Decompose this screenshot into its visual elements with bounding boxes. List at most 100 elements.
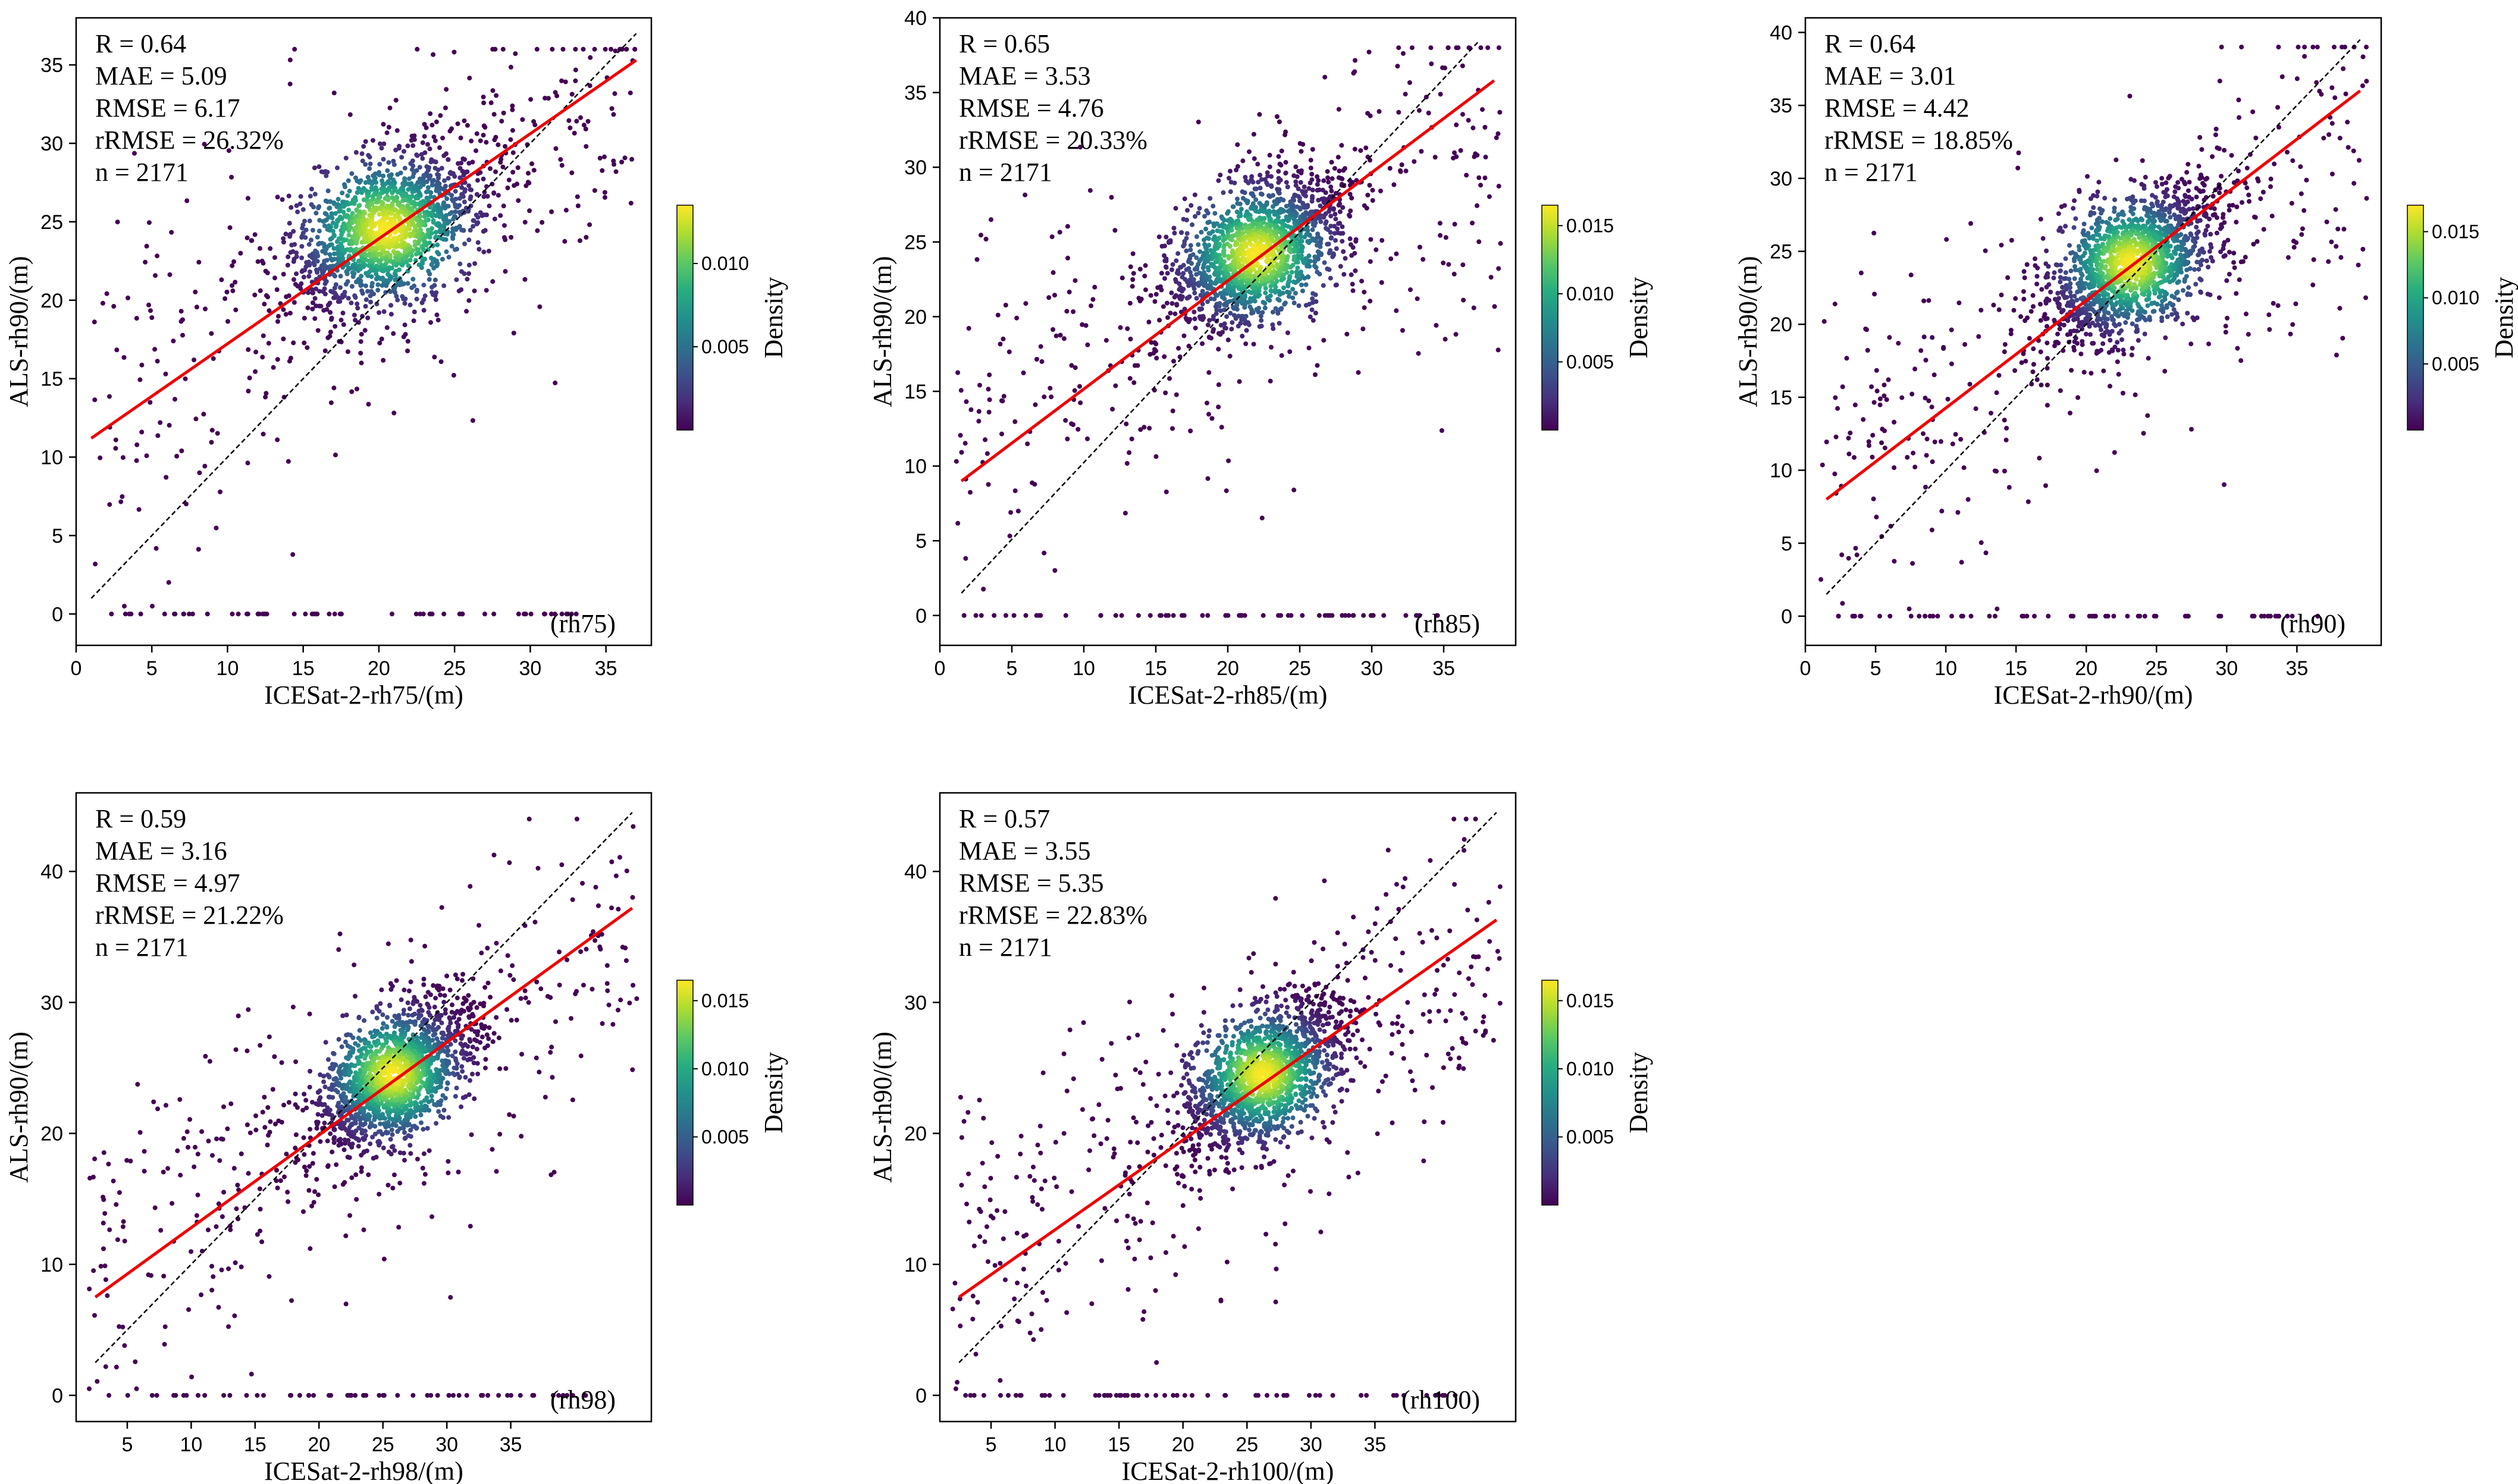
scatter-point [340, 310, 346, 316]
y-tick-label: 20 [904, 306, 927, 328]
scatter-point [211, 356, 216, 361]
scatter-point [1169, 301, 1175, 306]
scatter-point [1478, 45, 1484, 51]
scatter-point [1211, 255, 1216, 260]
scatter-point [472, 261, 478, 266]
scatter-point [407, 302, 413, 308]
scatter-point [1325, 613, 1331, 618]
scatter-point [1352, 146, 1357, 152]
scatter-point [303, 611, 308, 617]
scatter-point [271, 365, 276, 370]
scatter-point [1296, 303, 1302, 308]
scatter-point [163, 371, 168, 377]
scatter-point [451, 49, 457, 55]
scatter-point [402, 182, 407, 187]
scatter-point [2141, 186, 2147, 191]
scatter-point [487, 203, 492, 209]
scatter-point [1238, 245, 1243, 250]
scatter-point [444, 151, 449, 156]
scatter-point [1118, 325, 1123, 330]
scatter-point [1295, 219, 1300, 224]
scatter-point [1478, 183, 1483, 188]
scatter-point [349, 284, 355, 289]
scatter-point [562, 239, 567, 244]
scatter-point [466, 237, 472, 243]
scatter-point [1238, 206, 1244, 212]
scatter-point [1222, 302, 1227, 308]
scatter-point [2002, 349, 2007, 354]
scatter-point [1337, 201, 1343, 206]
scatter-point [405, 338, 410, 344]
x-tick-label: 30 [519, 657, 542, 680]
scatter-point [1257, 200, 1262, 206]
scatter-point [535, 228, 540, 233]
scatter-point [1300, 288, 1305, 294]
scatter-point [194, 305, 199, 310]
scatter-point [2153, 180, 2158, 185]
scatter-point [611, 112, 616, 117]
scatter-point [2116, 322, 2122, 327]
scatter-point [1201, 269, 1206, 275]
scatter-point [290, 249, 296, 254]
scatter-point [356, 320, 361, 325]
scatter-point [1240, 334, 1245, 339]
scatter-point [401, 243, 406, 248]
scatter-point [355, 387, 359, 391]
scatter-point [1495, 131, 1501, 136]
scatter-point [457, 175, 463, 180]
scatter-point [362, 211, 368, 216]
scatter-point [275, 357, 280, 362]
scatter-point [363, 180, 368, 185]
scatter-point [1226, 458, 1231, 463]
scatter-point [987, 372, 992, 378]
scatter-point [374, 231, 380, 237]
scatter-point [365, 315, 371, 321]
scatter-point [1353, 239, 1359, 244]
scatter-point [1208, 231, 1213, 236]
scatter-point [268, 246, 273, 251]
scatter-point [98, 455, 103, 460]
scatter-point [307, 253, 312, 258]
scatter-point [358, 350, 363, 356]
scatter-point [1470, 221, 1475, 225]
scatter-point [400, 262, 405, 268]
scatter-point [1189, 203, 1194, 208]
scatter-point [1313, 238, 1319, 243]
scatter-point [481, 133, 486, 138]
scatter-point [1156, 234, 1162, 240]
scatter-point [432, 138, 438, 143]
scatter-point [369, 202, 374, 207]
scatter-point [444, 203, 450, 209]
scatter-point [462, 199, 467, 205]
scatter-point [612, 91, 617, 96]
scatter-point [1285, 330, 1290, 335]
scatter-point [374, 277, 379, 282]
scatter-point [1271, 326, 1276, 331]
scatter-point [986, 409, 992, 415]
scatter-point [306, 241, 312, 247]
scatter-point [353, 150, 359, 155]
scatter-point [1069, 421, 1074, 426]
scatter-point [302, 315, 307, 321]
colorbar-tick-label: 0.010 [1566, 283, 1614, 305]
scatter-point [2100, 341, 2106, 346]
scatter-point [415, 153, 420, 158]
scatter-point [1340, 239, 1345, 244]
scatter-point [1329, 189, 1334, 194]
scatter-point [338, 318, 344, 323]
scatter-point [407, 258, 413, 263]
scatter-point [412, 133, 417, 139]
scatter-point [377, 162, 382, 167]
scatter-point [310, 306, 315, 312]
scatter-point [1063, 613, 1068, 618]
scatter-point [1297, 255, 1302, 261]
scatter-point [1014, 315, 1020, 321]
scatter-point [1255, 161, 1260, 167]
scatter-point [632, 46, 638, 52]
scatter-point [315, 252, 320, 258]
scatter-point [457, 611, 462, 617]
scatter-point [628, 90, 633, 96]
scatter-point [411, 199, 416, 205]
scatter-point [384, 257, 388, 262]
scatter-point [2222, 220, 2227, 225]
